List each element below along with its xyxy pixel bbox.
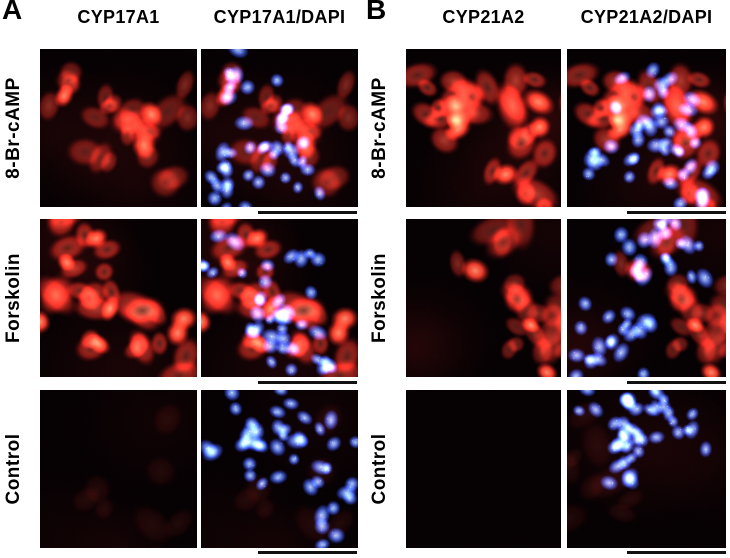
micrograph-b-control-cyp21a2-dapi [567, 390, 726, 548]
panel-a-label: A [2, 0, 23, 25]
scale-bar [258, 551, 357, 554]
scale-bar [258, 381, 357, 384]
micrograph-a-forskolin-cyp17a1-dapi [201, 219, 358, 377]
panel-b-row-label-8brcamp: 8-Br-cAMP [369, 77, 390, 179]
micrograph-a-8brcamp-cyp17a1-dapi [201, 49, 358, 207]
micrograph-a-forskolin-cyp17a1 [40, 219, 197, 377]
micrograph-b-forskolin-cyp21a2-dapi [567, 219, 726, 377]
panel-a-row-label-8brcamp: 8-Br-cAMP [3, 77, 24, 179]
micrograph-b-control-cyp21a2 [406, 390, 561, 548]
panel-a-col1-header: CYP17A1 [77, 7, 160, 27]
panel-b-col1-header: CYP21A2 [442, 7, 525, 27]
panel-b-label: B [366, 0, 387, 25]
scale-bar [627, 381, 726, 384]
micrograph-a-control-cyp17a1 [40, 390, 197, 548]
panel-b-row-label-forskolin: Forskolin [369, 252, 390, 344]
panel-a-col2-header: CYP17A1/DAPI [213, 7, 346, 27]
panel-b-row-label-control: Control [369, 433, 390, 505]
micrograph-b-8brcamp-cyp21a2 [406, 49, 561, 207]
panel-a-row-label-control: Control [3, 433, 24, 505]
scale-bar [627, 211, 726, 214]
scale-bar [627, 551, 726, 554]
micrograph-b-8brcamp-cyp21a2-dapi [567, 49, 726, 207]
micrograph-a-control-cyp17a1-dapi [201, 390, 358, 548]
panel-a-row-label-forskolin: Forskolin [3, 252, 24, 344]
micrograph-a-8brcamp-cyp17a1 [40, 49, 197, 207]
scale-bar [258, 211, 357, 214]
panel-b-col2-header: CYP21A2/DAPI [580, 7, 713, 27]
micrograph-b-forskolin-cyp21a2 [406, 219, 561, 377]
